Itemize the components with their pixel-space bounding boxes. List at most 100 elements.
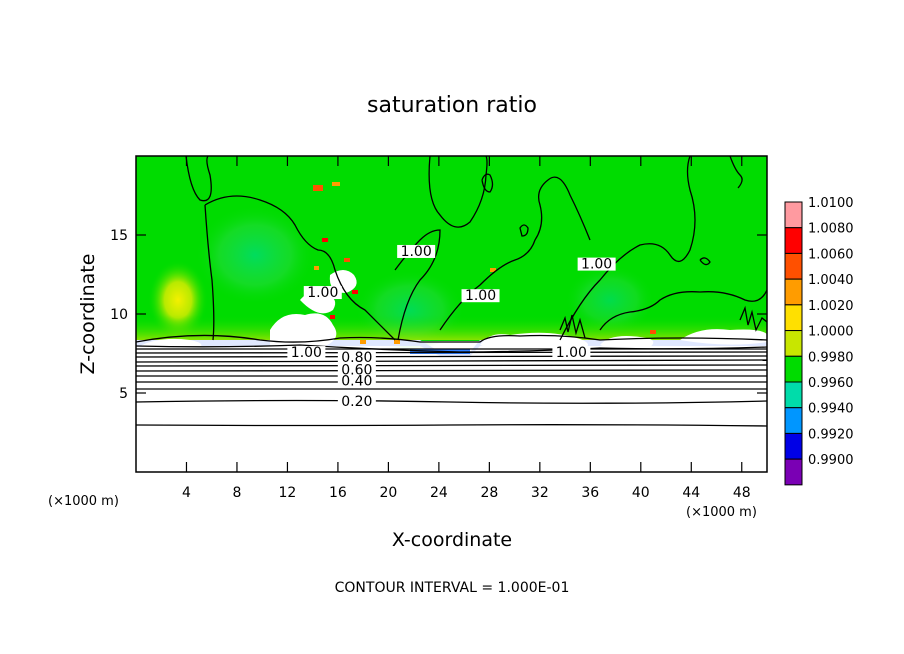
- contour-line: [559, 314, 586, 339]
- contour-line: [204, 195, 396, 341]
- contour-label: 1.00: [307, 285, 338, 301]
- contour-line: [204, 204, 215, 341]
- contour-line: [136, 355, 767, 358]
- contour-line: [481, 173, 494, 193]
- y-tick-label: 15: [110, 228, 128, 244]
- colorbar-label: 0.9900: [808, 453, 854, 468]
- contour-line: [739, 305, 767, 332]
- cloud-speck: [344, 258, 350, 262]
- chart-title: saturation ratio: [367, 93, 537, 118]
- contour-label-bg: [461, 289, 500, 303]
- contour-line: [699, 257, 711, 266]
- saturation-contours: [136, 156, 767, 353]
- contour-line: [136, 369, 767, 372]
- x-tick-label: 12: [279, 485, 297, 501]
- stable-contours: [136, 348, 767, 427]
- colorbar-swatch: [784, 407, 803, 434]
- colorbar-swatch: [784, 458, 803, 486]
- contour-label-bg: [287, 346, 326, 360]
- cloud-speck: [332, 182, 340, 186]
- x-tick-label: 40: [632, 485, 650, 501]
- cloud-base-band: [136, 315, 767, 340]
- colorbar-swatch: [784, 381, 803, 409]
- colorbar-label: 0.9960: [808, 376, 854, 391]
- contour-label: 0.40: [341, 374, 372, 390]
- contour-line: [729, 156, 743, 189]
- y-axis: 5 10 15: [110, 228, 767, 402]
- contour-line: [136, 359, 767, 363]
- cloud-speck: [352, 290, 358, 294]
- x-tick-label: 20: [379, 485, 397, 501]
- y-axis-label: Z-coordinate: [77, 254, 99, 375]
- contour-labels: 1.00 1.00 1.00 1.00 1.00 1.00 0.800.600.40 0.20: [287, 244, 616, 410]
- contour-line: [136, 424, 767, 427]
- cloud-speck: [330, 315, 335, 319]
- contour-label-bg: [552, 346, 591, 360]
- colorbar-swatch: [784, 201, 803, 229]
- contour-label: 1.00: [401, 244, 432, 260]
- x-tick-label: 44: [682, 485, 700, 501]
- colorbar-label: 1.0000: [808, 325, 854, 340]
- x-axis-label: X-coordinate: [392, 529, 512, 551]
- contour-line: [136, 344, 767, 353]
- x-tick-label: 24: [430, 485, 448, 501]
- colorbar-label: 0.9980: [808, 350, 854, 365]
- contour-line: [428, 156, 488, 228]
- contour-label: 0.20: [341, 394, 372, 410]
- cloud-speck: [322, 238, 328, 242]
- contour-label-bg: [337, 363, 376, 377]
- contour-interval-note: CONTOUR INTERVAL = 1.000E-01: [335, 580, 570, 596]
- contour-label-bg: [303, 286, 342, 300]
- colorbar-swatch: [784, 355, 803, 383]
- contour-line: [136, 364, 767, 367]
- contour-line: [136, 334, 767, 343]
- colorbar-swatch: [784, 330, 803, 357]
- contour-line: [599, 289, 767, 331]
- x-tick-label: 48: [733, 485, 751, 501]
- x-tick-label: 32: [531, 485, 549, 501]
- x-unit-right: (×1000 m): [686, 505, 757, 520]
- contour-line: [185, 156, 212, 202]
- contour-line: [136, 399, 767, 404]
- cloud-speck: [360, 340, 366, 344]
- contour-line: [519, 224, 529, 237]
- colorbar-label: 1.0020: [808, 299, 854, 314]
- x-tick-label: 16: [329, 485, 347, 501]
- contour-label-bg: [397, 244, 436, 258]
- y-tick-label: 5: [119, 386, 128, 402]
- contour-line: [136, 351, 767, 354]
- dry-region: [136, 341, 767, 472]
- cloud-patch: [140, 338, 202, 352]
- cloud-speck: [314, 266, 319, 270]
- x-tick-label: 4: [182, 485, 191, 501]
- cloud-speck: [490, 268, 496, 272]
- x-tick-label: 8: [232, 485, 241, 501]
- contour-label: 1.00: [465, 288, 496, 304]
- x-axis: 4 8 12 16 20 24 28 32 36 40 44 48: [182, 156, 751, 501]
- contour-line: [559, 156, 696, 341]
- colorbar-swatch: [784, 278, 803, 306]
- cloud-speck: [313, 185, 323, 191]
- contour-label: 1.00: [291, 345, 322, 361]
- colorbar-label: 1.0100: [808, 196, 854, 211]
- colorbar-label: 0.9920: [808, 427, 854, 442]
- cloud-patch: [680, 329, 767, 345]
- moist-pocket: [195, 205, 315, 305]
- colorbar: 1.0100 1.0080 1.0060 1.0040 1.0020 1.0000 0.99…: [784, 196, 854, 486]
- contour-label-bg: [337, 374, 376, 388]
- heatmap-field: [136, 156, 767, 472]
- contour-label: 0.60: [341, 362, 372, 378]
- contour-label: 0.80: [341, 350, 372, 366]
- x-tick-label: 36: [581, 485, 599, 501]
- contour-label-bg: [337, 395, 376, 409]
- contour-label: 1.00: [556, 345, 587, 361]
- x-tick-label: 28: [480, 485, 498, 501]
- colorbar-swatch: [784, 304, 803, 332]
- contour-label-bg: [577, 257, 616, 271]
- contour-label: 1.00: [581, 257, 612, 273]
- colorbar-label: 1.0040: [808, 273, 854, 288]
- colorbar-swatch: [784, 432, 803, 460]
- colorbar-swatch: [784, 252, 803, 280]
- contour-line: [439, 176, 591, 331]
- cloud-speck: [650, 330, 656, 334]
